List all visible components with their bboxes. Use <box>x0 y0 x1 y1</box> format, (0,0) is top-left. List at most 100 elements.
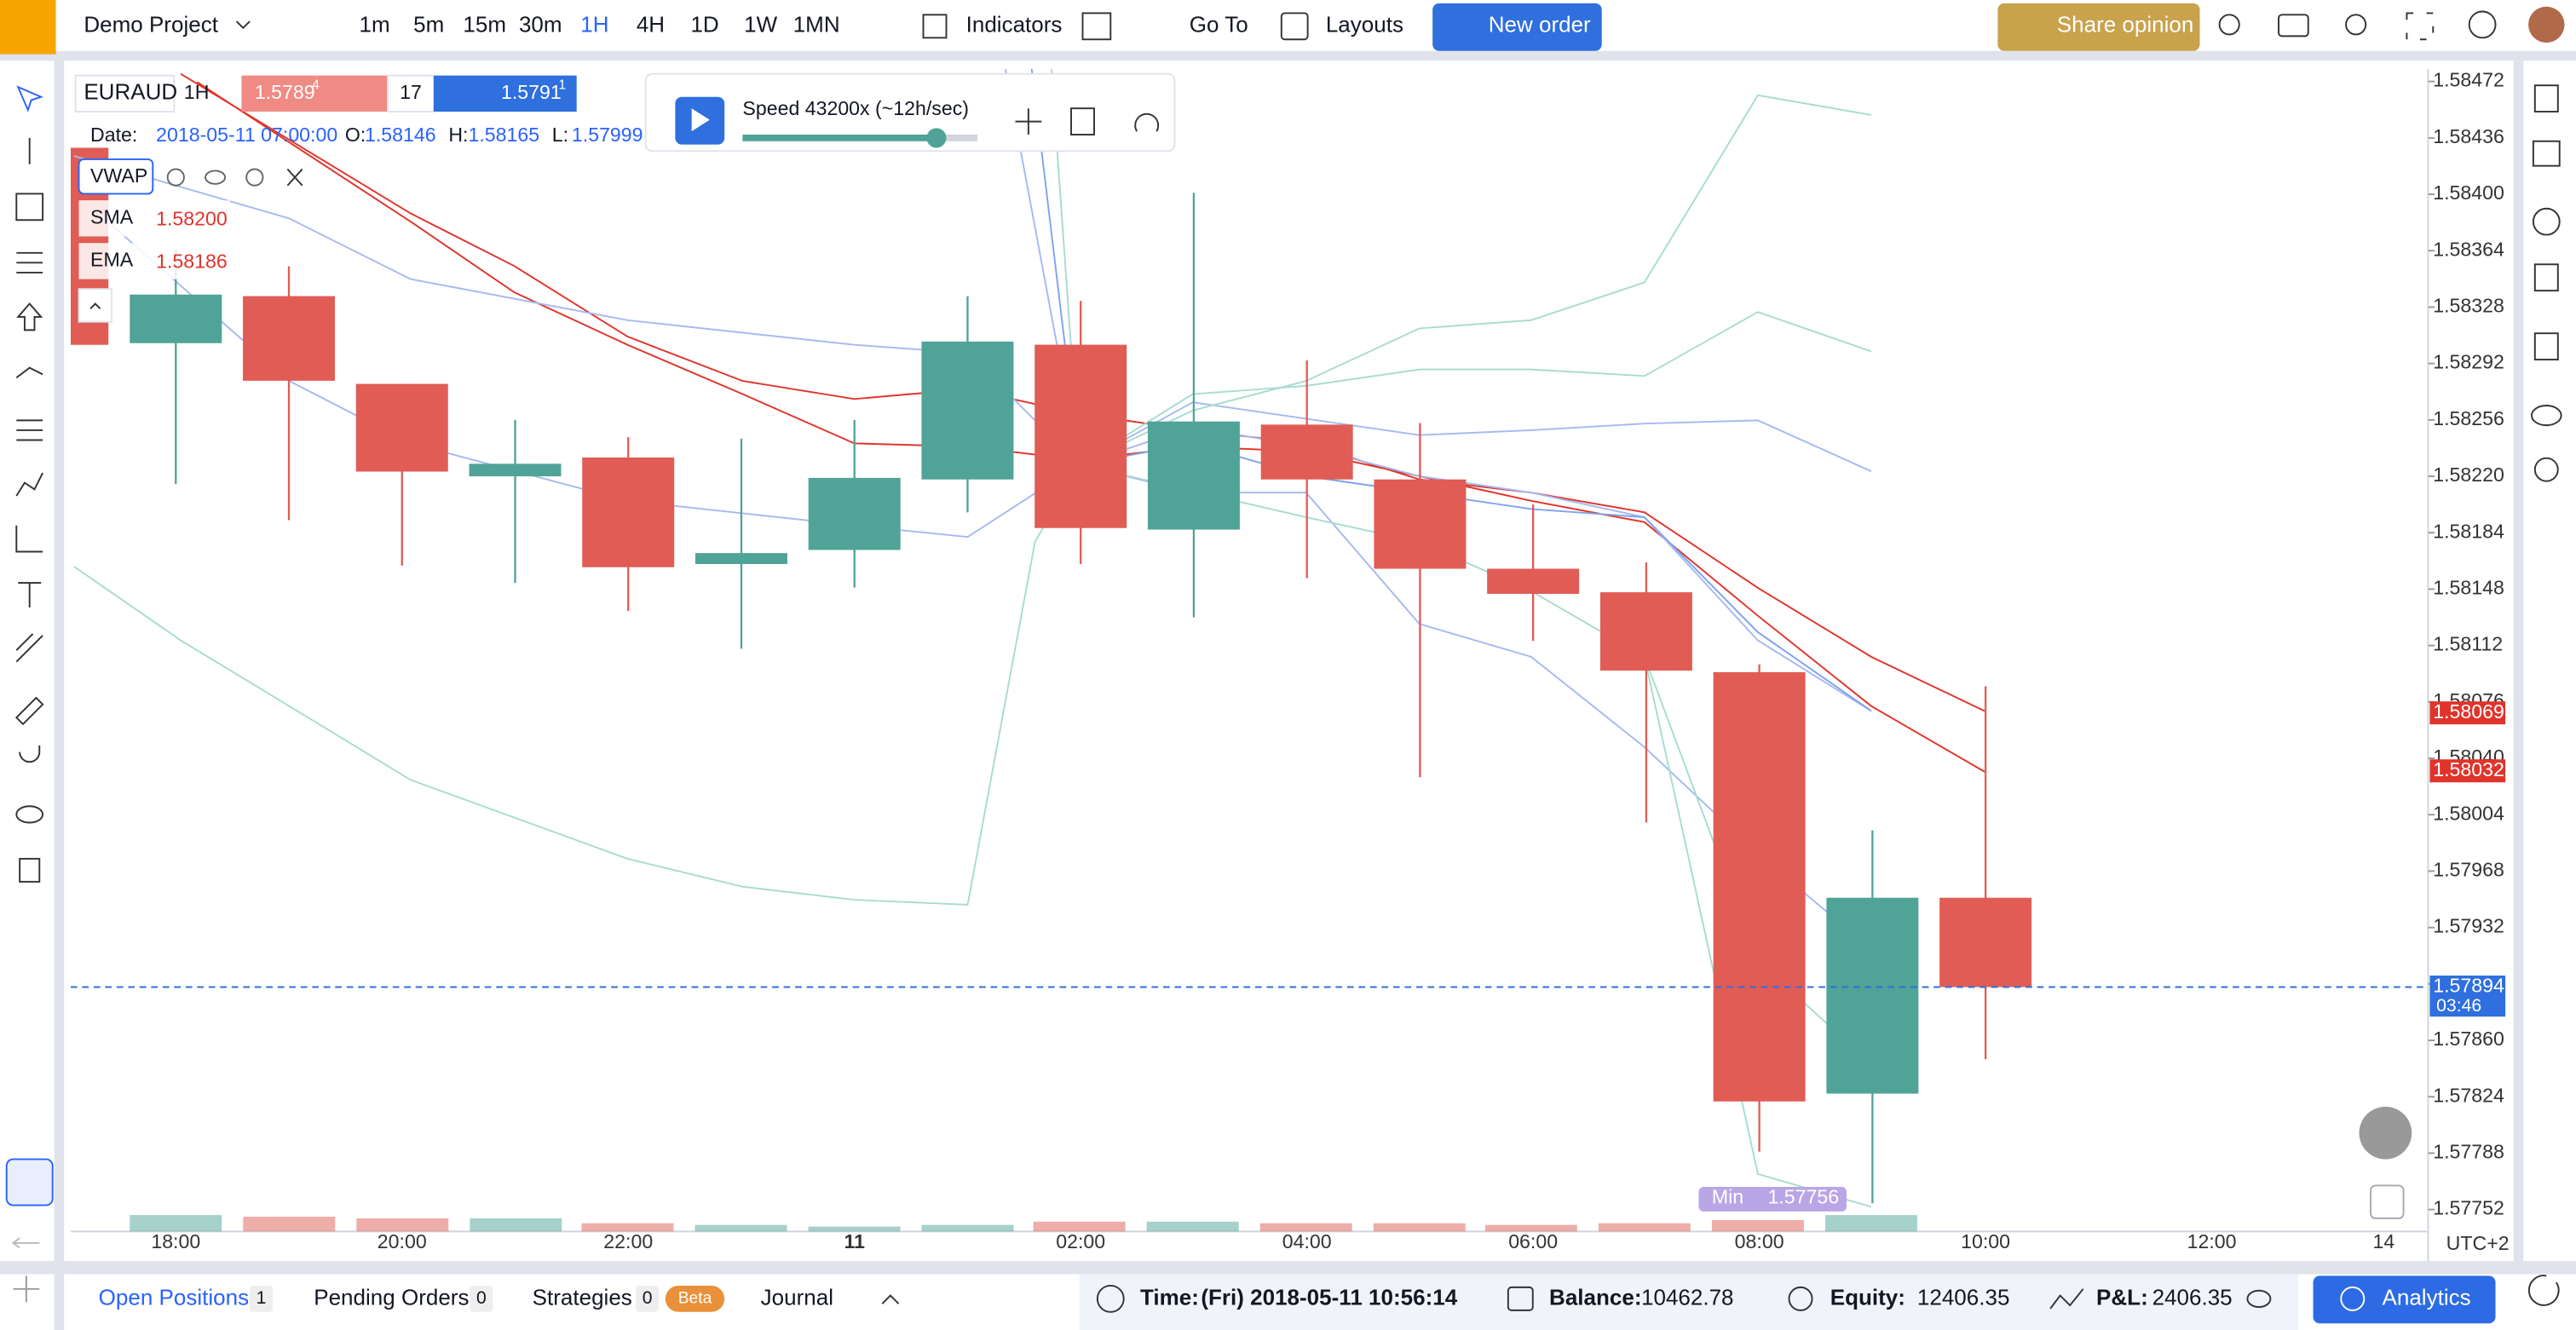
y-tick-label: 1.57932 <box>2433 915 2504 937</box>
journal-tab[interactable]: Journal <box>761 1284 833 1310</box>
pen-tool[interactable] <box>14 696 44 726</box>
redo[interactable] <box>13 1275 40 1303</box>
sidebar-icon[interactable] <box>2533 263 2559 292</box>
sidebar-icon[interactable] <box>2533 457 2559 482</box>
date-label: Date: <box>90 124 137 146</box>
replay-fab[interactable] <box>2359 1106 2412 1160</box>
y-tick-label: 1.58292 <box>2433 351 2504 373</box>
strategies-tab[interactable]: Strategies <box>533 1284 632 1310</box>
high-label: H: <box>448 124 468 146</box>
indicator-action[interactable] <box>245 168 264 187</box>
icon <box>1081 12 1112 41</box>
sidebar-icon[interactable] <box>2532 207 2561 236</box>
candle-body <box>808 477 901 550</box>
text-tool[interactable] <box>18 582 42 608</box>
volume-bar <box>1373 1223 1466 1232</box>
hide-icon[interactable] <box>2246 1289 2272 1308</box>
indicator-action[interactable] <box>166 168 185 187</box>
search-icon[interactable] <box>2218 14 2240 36</box>
timeframes: 1m 5m 15m 30m 1H 4H 1D 1W 1MN <box>359 12 839 37</box>
theme-icon[interactable] <box>2527 1275 2560 1306</box>
interval[interactable]: 1H <box>184 81 210 103</box>
chevron <box>235 20 251 30</box>
timeframe[interactable]: 1H <box>580 12 608 37</box>
help-icon[interactable] <box>2468 10 2497 39</box>
sidebar-icon[interactable] <box>2532 140 2561 167</box>
trash-tool[interactable] <box>19 857 41 883</box>
open-positions-tab[interactable]: Open Positions <box>99 1284 249 1310</box>
forecast-tool[interactable] <box>16 419 43 441</box>
timeframe[interactable]: 1D <box>690 12 718 37</box>
eye-tool[interactable] <box>15 805 44 824</box>
sidebar-icon[interactable] <box>2533 332 2559 361</box>
measure-tool[interactable] <box>15 525 43 553</box>
magnet-tool[interactable] <box>19 745 41 763</box>
volume-bar <box>694 1224 787 1232</box>
share-button[interactable] <box>1997 3 2200 51</box>
camera-icon[interactable] <box>2278 14 2309 37</box>
share-icon[interactable] <box>2345 14 2367 36</box>
fullscreen-icon[interactable] <box>2406 12 2435 41</box>
wave-tool[interactable] <box>15 472 43 497</box>
auto-scale[interactable] <box>2370 1184 2405 1219</box>
low-label: L: <box>552 124 568 146</box>
sell-pip: 4 <box>312 78 320 92</box>
timeframe[interactable]: 5m <box>413 12 444 37</box>
badge <box>470 1285 493 1312</box>
goto-button[interactable]: Go To <box>1190 12 1248 37</box>
collapse-button[interactable] <box>78 288 113 323</box>
speed-handle[interactable] <box>926 128 947 148</box>
step-back[interactable] <box>1015 108 1042 135</box>
candle-body <box>1034 344 1127 528</box>
timeframe[interactable]: 15m <box>463 12 506 37</box>
y-tick-label: 1.58112 <box>2433 633 2503 655</box>
timeframe[interactable]: 1m <box>359 12 389 37</box>
arrow-tool[interactable] <box>16 302 43 331</box>
avatar[interactable] <box>2528 6 2565 43</box>
cursor-tool[interactable] <box>16 85 43 112</box>
rect-tool[interactable] <box>15 193 44 222</box>
y-tick-label: 1.58400 <box>2433 181 2504 204</box>
sell-button[interactable] <box>241 75 388 112</box>
logo[interactable] <box>0 0 56 55</box>
badge <box>636 1285 660 1312</box>
undo[interactable] <box>11 1237 40 1249</box>
indicator-action[interactable] <box>205 170 227 185</box>
timeframe[interactable]: 4H <box>637 12 665 37</box>
countdown: 03:46 <box>2436 996 2481 1016</box>
new-order-button[interactable] <box>1432 3 1602 51</box>
y-tick-label: 1.58148 <box>2433 577 2504 599</box>
step-forward[interactable] <box>1070 107 1095 135</box>
volume-bar <box>1259 1223 1352 1232</box>
sidebar-icon[interactable] <box>2533 84 2559 113</box>
fib-tool[interactable] <box>16 251 43 273</box>
analytics-button[interactable] <box>2313 1275 2496 1324</box>
timeframe[interactable]: 1W <box>744 12 777 37</box>
pending-tab[interactable]: Pending Orders <box>314 1284 469 1310</box>
layouts-button[interactable]: Layouts <box>1326 12 1403 37</box>
buy-button[interactable] <box>433 75 577 112</box>
timeframe[interactable]: 30m <box>519 12 562 37</box>
vwap-box[interactable] <box>78 158 154 195</box>
min-value: 1.57756 <box>1767 1186 1839 1208</box>
brush-tool[interactable] <box>15 633 43 663</box>
sidebar-icon[interactable] <box>2530 405 2562 427</box>
y-tick-label: 1.58472 <box>2433 69 2504 91</box>
candle-body <box>355 383 448 472</box>
sync-tool[interactable] <box>5 1158 54 1206</box>
sidebar <box>2527 84 2562 1306</box>
volume-bar <box>1824 1215 1917 1232</box>
volume-bar <box>581 1223 674 1232</box>
candle-body <box>1713 671 1806 1102</box>
indicators-button[interactable]: Indicators <box>966 12 1063 37</box>
indicator-close[interactable] <box>286 168 303 187</box>
project-name[interactable]: Demo Project <box>84 12 218 37</box>
pattern-tool[interactable] <box>15 366 43 379</box>
jump-button[interactable] <box>1134 112 1160 132</box>
chevron[interactable] <box>881 1294 900 1304</box>
timeframe[interactable]: 1MN <box>793 12 840 37</box>
x-tick-label: 10:00 <box>1961 1230 2010 1252</box>
y-tick-label: 1.58220 <box>2433 463 2504 486</box>
checkbox[interactable] <box>1280 12 1309 41</box>
symbol-box[interactable] <box>74 74 176 113</box>
